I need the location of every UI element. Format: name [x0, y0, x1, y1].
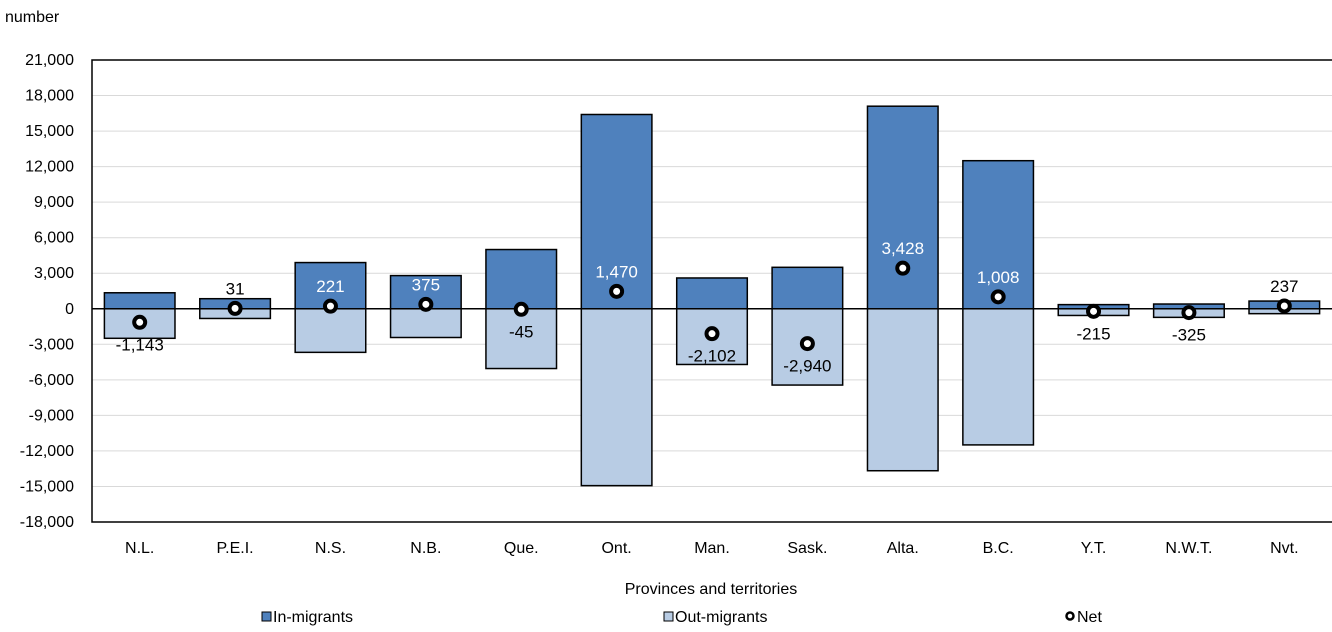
out-migrants-bar — [485, 308, 558, 370]
in-migrants-bar — [866, 105, 939, 310]
y-tick-label: 9,000 — [34, 194, 74, 211]
in-migrants-bar — [485, 248, 558, 310]
net-value-label: 375 — [412, 275, 440, 294]
x-tick-label: N.L. — [125, 540, 154, 557]
bars — [103, 105, 1321, 487]
legend-net-swatch — [1065, 611, 1075, 621]
in-migrants-bar — [103, 292, 176, 310]
y-tick-label: 6,000 — [34, 230, 74, 247]
x-tick-label: Que. — [504, 540, 539, 557]
x-tick-label: Alta. — [887, 540, 919, 557]
in-migrants-bar — [580, 113, 653, 310]
out-migrants-bar — [294, 308, 367, 354]
net-value-label: -2,102 — [688, 347, 736, 366]
y-axis-label: number — [5, 9, 60, 26]
y-tick-label: 21,000 — [25, 52, 74, 69]
net-marker — [1086, 303, 1102, 319]
net-marker — [1276, 298, 1292, 314]
net-marker — [227, 300, 243, 316]
net-marker — [895, 260, 911, 276]
net-value-label: 1,008 — [977, 268, 1020, 287]
out-migrants-bar — [580, 308, 653, 487]
y-tick-label: 0 — [65, 301, 74, 318]
net-value-label: 237 — [1270, 277, 1298, 296]
in-migrants-bar — [675, 277, 749, 310]
x-tick-label: Y.T. — [1081, 540, 1107, 557]
net-value-label: -2,940 — [783, 357, 831, 376]
x-tick-label: N.B. — [410, 540, 441, 557]
x-tick-label: Sask. — [787, 540, 827, 557]
net-marker — [513, 301, 529, 317]
legend-out-migrants-label: Out-migrants — [675, 609, 767, 626]
x-axis-title: Provinces and territories — [625, 581, 798, 598]
x-tick-label: N.S. — [315, 540, 346, 557]
data-labels: -1,143 31 221 375 -45 1,470 -2,102 -2,940 3,428 1… — [116, 239, 1299, 375]
net-value-label: -45 — [509, 322, 534, 341]
y-tick-label: -15,000 — [20, 478, 74, 495]
net-marker — [322, 298, 338, 314]
y-tick-label: -6,000 — [29, 372, 74, 389]
y-tick-label: 15,000 — [25, 123, 74, 140]
x-tick-label: N.W.T. — [1165, 540, 1212, 557]
in-migrants-bar — [962, 159, 1035, 310]
net-value-label: 221 — [316, 277, 344, 296]
y-tick-label: 18,000 — [25, 88, 74, 105]
y-tick-label: 3,000 — [34, 265, 74, 282]
net-marker — [418, 296, 434, 312]
x-tick-label: B.C. — [983, 540, 1014, 557]
y-tick-label: -9,000 — [29, 407, 74, 424]
y-tick-label: -3,000 — [29, 336, 74, 353]
net-value-label: -325 — [1172, 326, 1206, 345]
out-migrants-bar — [962, 308, 1035, 446]
net-marker — [132, 314, 148, 330]
net-value-label: 31 — [226, 279, 245, 298]
net-value-label: -215 — [1077, 324, 1111, 343]
axes — [91, 59, 1332, 523]
x-tick-label: P.E.I. — [217, 540, 254, 557]
x-tick-label: Ont. — [601, 540, 631, 557]
net-marker — [704, 326, 720, 342]
net-markers — [132, 260, 1292, 352]
in-migrants-bar — [771, 266, 844, 310]
legend-net-label: Net — [1077, 609, 1102, 626]
legend-in-migrants-label: In-migrants — [273, 609, 353, 626]
net-value-label: 3,428 — [881, 239, 924, 258]
x-tick-label: Nvt. — [1270, 540, 1298, 557]
y-tick-label: 12,000 — [25, 159, 74, 176]
plot-frame — [91, 59, 1332, 523]
out-migrants-bar — [866, 308, 939, 472]
net-marker — [1181, 305, 1197, 321]
x-tick-label: Man. — [694, 540, 730, 557]
legend-in-migrants-swatch — [261, 611, 272, 622]
net-marker — [990, 289, 1006, 305]
tick-labels: -18,000 -15,000 -12,000 -9,000 -6,000 -3,000 0… — [20, 52, 1299, 557]
legend-out-migrants-swatch — [663, 611, 674, 622]
net-value-label: -1,143 — [116, 335, 164, 354]
y-tick-label: -12,000 — [20, 443, 74, 460]
out-migrants-bar — [389, 308, 462, 339]
y-tick-label: -18,000 — [20, 514, 74, 531]
net-marker — [609, 283, 625, 299]
net-marker — [799, 336, 815, 352]
legend: In-migrants Out-migrants Net — [261, 609, 1102, 626]
net-value-label: 1,470 — [595, 262, 638, 281]
